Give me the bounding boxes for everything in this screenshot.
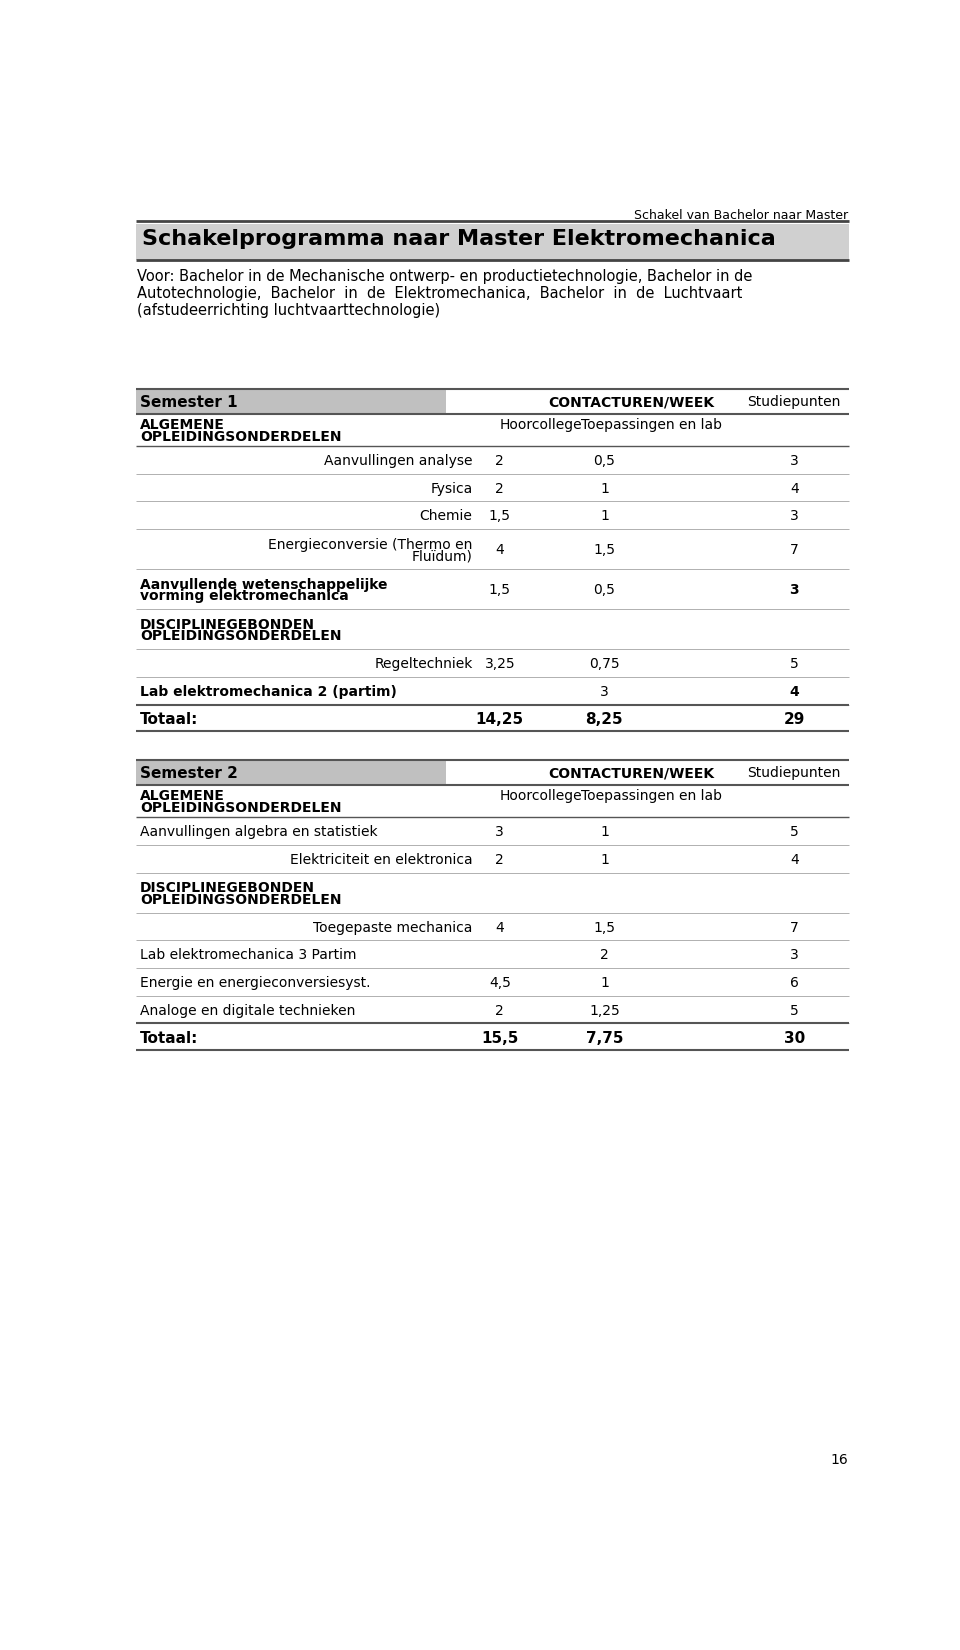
Text: 3: 3 (789, 584, 799, 597)
Text: Toepassingen en lab: Toepassingen en lab (581, 417, 722, 432)
Text: Semester 1: Semester 1 (140, 394, 238, 411)
Text: 1: 1 (600, 853, 609, 866)
Text: 1,5: 1,5 (489, 510, 511, 523)
Text: 0,75: 0,75 (589, 657, 620, 672)
Text: 16: 16 (830, 1454, 849, 1467)
Text: Toegepaste mechanica: Toegepaste mechanica (313, 921, 472, 934)
Text: (afstudeerrichting luchtvaarttechnologie): (afstudeerrichting luchtvaarttechnologie… (137, 302, 441, 318)
Text: Aanvullende wetenschappelijke: Aanvullende wetenschappelijke (140, 578, 388, 592)
Text: Energieconversie (Thermo en: Energieconversie (Thermo en (268, 538, 472, 551)
Text: 4: 4 (495, 543, 504, 558)
Text: Aanvullingen analyse: Aanvullingen analyse (324, 454, 472, 469)
Text: 14,25: 14,25 (476, 713, 524, 728)
Text: DISCIPLINEGEBONDEN: DISCIPLINEGEBONDEN (140, 881, 315, 894)
Text: 4: 4 (789, 685, 799, 700)
Text: 1: 1 (600, 825, 609, 840)
Text: Aanvullingen algebra en statistiek: Aanvullingen algebra en statistiek (140, 825, 378, 840)
Text: 4,5: 4,5 (489, 977, 511, 990)
Text: 4: 4 (790, 853, 799, 866)
Text: ALGEMENE: ALGEMENE (140, 417, 225, 432)
Text: 30: 30 (783, 1031, 804, 1046)
Text: Schakelprogramma naar Master Elektromechanica: Schakelprogramma naar Master Elektromech… (142, 229, 776, 249)
Text: 1: 1 (600, 510, 609, 523)
Bar (135, 224, 849, 259)
Text: 2: 2 (495, 1003, 504, 1018)
Text: Schakel van Bachelor naar Master: Schakel van Bachelor naar Master (635, 210, 849, 221)
Text: 1,5: 1,5 (489, 584, 511, 597)
Text: 1,5: 1,5 (593, 543, 615, 558)
Bar (135, 761, 445, 785)
Text: 6: 6 (790, 977, 799, 990)
Text: 7,75: 7,75 (586, 1031, 623, 1046)
Text: Autotechnologie,  Bachelor  in  de  Elektromechanica,  Bachelor  in  de  Luchtva: Autotechnologie, Bachelor in de Elektrom… (137, 285, 742, 300)
Text: Fysica: Fysica (430, 482, 472, 495)
Text: Semester 2: Semester 2 (140, 766, 238, 780)
Text: Hoorcollege: Hoorcollege (500, 789, 583, 804)
Text: vorming elektromechanica: vorming elektromechanica (140, 589, 348, 604)
Text: Studiepunten: Studiepunten (748, 394, 841, 409)
Text: 4: 4 (790, 482, 799, 495)
Text: Regeltechniek: Regeltechniek (374, 657, 472, 672)
Text: 3: 3 (790, 454, 799, 469)
Text: Totaal:: Totaal: (140, 1031, 199, 1046)
Text: OPLEIDINGSONDERDELEN: OPLEIDINGSONDERDELEN (140, 429, 342, 444)
Text: DISCIPLINEGEBONDEN: DISCIPLINEGEBONDEN (140, 617, 315, 632)
Text: 5: 5 (790, 825, 799, 840)
Text: 3,25: 3,25 (485, 657, 516, 672)
Text: Voor: Bachelor in de Mechanische ontwerp- en productietechnologie, Bachelor in d: Voor: Bachelor in de Mechanische ontwerp… (137, 269, 753, 284)
Text: OPLEIDINGSONDERDELEN: OPLEIDINGSONDERDELEN (140, 800, 342, 815)
Text: 3: 3 (495, 825, 504, 840)
Text: 2: 2 (495, 482, 504, 495)
Text: CONTACTUREN/WEEK: CONTACTUREN/WEEK (548, 766, 714, 780)
Text: 15,5: 15,5 (481, 1031, 518, 1046)
Text: 1: 1 (600, 482, 609, 495)
Text: OPLEIDINGSONDERDELEN: OPLEIDINGSONDERDELEN (140, 893, 342, 906)
Text: Studiepunten: Studiepunten (748, 766, 841, 780)
Text: 0,5: 0,5 (593, 584, 615, 597)
Text: 4: 4 (495, 921, 504, 934)
Text: Hoorcollege: Hoorcollege (500, 417, 583, 432)
Text: 1: 1 (600, 977, 609, 990)
Text: 5: 5 (790, 657, 799, 672)
Text: Toepassingen en lab: Toepassingen en lab (581, 789, 722, 804)
Text: 7: 7 (790, 921, 799, 934)
Bar (135, 389, 445, 414)
Text: 2: 2 (600, 949, 609, 962)
Text: 3: 3 (790, 510, 799, 523)
Text: 29: 29 (783, 713, 804, 728)
Text: 8,25: 8,25 (586, 713, 623, 728)
Text: 3: 3 (600, 685, 609, 700)
Text: Lab elektromechanica 2 (partim): Lab elektromechanica 2 (partim) (140, 685, 397, 700)
Text: 5: 5 (790, 1003, 799, 1018)
Text: OPLEIDINGSONDERDELEN: OPLEIDINGSONDERDELEN (140, 629, 342, 644)
Text: Chemie: Chemie (420, 510, 472, 523)
Text: 7: 7 (790, 543, 799, 558)
Text: 1,25: 1,25 (589, 1003, 620, 1018)
Text: 1,5: 1,5 (593, 921, 615, 934)
Text: ALGEMENE: ALGEMENE (140, 789, 225, 804)
Text: Elektriciteit en elektronica: Elektriciteit en elektronica (290, 853, 472, 866)
Text: 3: 3 (790, 949, 799, 962)
Text: CONTACTUREN/WEEK: CONTACTUREN/WEEK (548, 394, 714, 409)
Text: Totaal:: Totaal: (140, 713, 199, 728)
Text: 2: 2 (495, 853, 504, 866)
Text: Analoge en digitale technieken: Analoge en digitale technieken (140, 1003, 355, 1018)
Text: Energie en energieconversiesyst.: Energie en energieconversiesyst. (140, 977, 371, 990)
Text: Lab elektromechanica 3 Partim: Lab elektromechanica 3 Partim (140, 949, 357, 962)
Text: Fluïdum): Fluïdum) (412, 549, 472, 563)
Text: 2: 2 (495, 454, 504, 469)
Text: 0,5: 0,5 (593, 454, 615, 469)
